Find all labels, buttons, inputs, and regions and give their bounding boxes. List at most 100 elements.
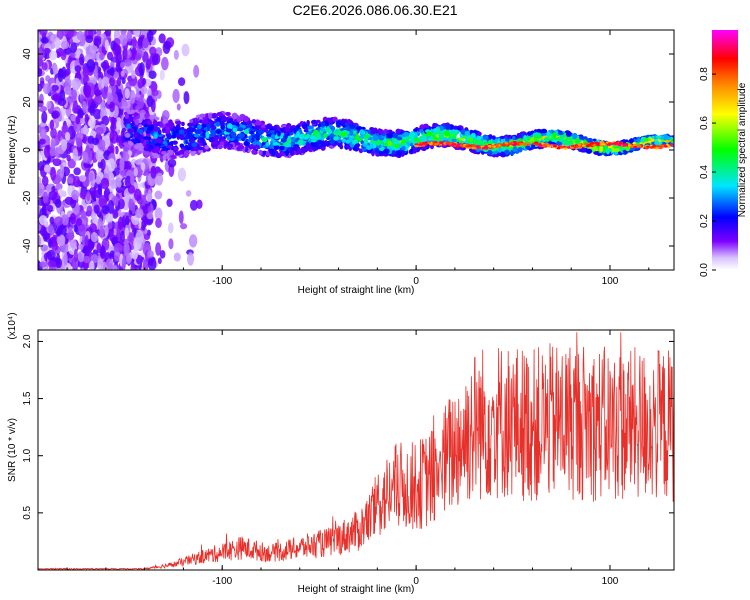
spectrogram-cell — [123, 47, 128, 61]
spectrogram-cell — [126, 30, 133, 42]
spectrogram-cell — [143, 113, 151, 118]
spectrogram-cell — [348, 137, 353, 142]
spectrogram-cell — [198, 119, 204, 124]
spectrogram-cell — [175, 124, 181, 131]
spectrogram-cell — [199, 113, 206, 118]
spectrogram-cell — [54, 146, 60, 159]
spectrogram-cell — [86, 59, 96, 73]
spectrogram-cell — [183, 150, 190, 156]
spectrogram-cell — [82, 151, 89, 163]
spectrogram-cell — [117, 198, 125, 210]
spectrogram-cell — [238, 144, 244, 150]
spectrogram-cell — [173, 252, 181, 262]
spectrogram-cell — [375, 139, 381, 146]
spectrogram-cell — [501, 143, 506, 147]
spectrogram-cell — [123, 242, 130, 257]
spectrogram-x-tick-label: 0 — [413, 276, 419, 287]
spectrogram-cell — [151, 53, 161, 65]
spectrogram-cell — [204, 144, 209, 150]
spectrogram-cell — [77, 259, 85, 268]
spectrogram-cell — [158, 122, 164, 128]
spectrogram-cell — [64, 196, 74, 206]
spectrogram-cell — [472, 147, 477, 150]
spectrogram-cell — [123, 59, 132, 67]
colorbar: 0.0 0.2 0.4 0.6 0.8 Normalized spectral ampl… — [699, 30, 748, 277]
spectrogram-cell — [500, 146, 506, 152]
spectrogram-cell — [46, 249, 56, 261]
spectrogram-cell — [216, 140, 221, 146]
spectrogram-cell — [434, 143, 439, 146]
spectrogram-cell — [492, 135, 496, 140]
spectrogram-cell — [129, 173, 135, 186]
spectrogram-cell — [137, 78, 145, 89]
spectrogram-cell — [329, 138, 335, 145]
spectrogram-cell — [117, 88, 123, 103]
spectrogram-cell — [119, 32, 128, 46]
spectrogram-cell — [41, 175, 49, 187]
spectrogram-cell — [105, 258, 114, 270]
spectrogram-x-tick-label: 100 — [602, 276, 619, 287]
spectrogram-cell — [438, 133, 443, 138]
spectrogram-cell — [131, 248, 138, 260]
spectrogram-cell — [167, 149, 174, 156]
spectrogram-cell — [450, 143, 455, 147]
spectrogram-cell — [655, 135, 662, 139]
spectrogram-cell — [142, 150, 148, 155]
spectrogram-cell — [117, 179, 122, 188]
spectrogram-cell — [60, 89, 66, 102]
spectrogram-cell — [73, 224, 79, 233]
snr-x-axis-title: Height of straight line (km) — [298, 584, 415, 595]
spectrogram-cell — [495, 144, 500, 147]
spectrogram-cell — [189, 119, 194, 124]
spectrogram-cell — [132, 132, 138, 138]
spectrogram-cell — [339, 144, 344, 150]
spectrogram-cell — [123, 120, 131, 125]
spectrogram-cell — [193, 133, 200, 138]
spectrogram-cell — [210, 129, 217, 136]
spectrogram-cell — [124, 114, 130, 119]
spectrogram-cell — [159, 249, 166, 259]
spectrogram-cell — [428, 142, 433, 146]
spectrogram-cell — [178, 129, 185, 135]
spectrogram-cell — [372, 135, 379, 141]
spectrogram-cell — [579, 147, 587, 153]
spectrogram-cell — [70, 42, 78, 54]
spectrogram-cell — [652, 145, 657, 148]
spectrogram-cell — [508, 142, 513, 145]
spectrogram-cell — [123, 145, 129, 152]
spectrogram-cell — [89, 44, 98, 54]
spectrogram-cell — [140, 86, 148, 95]
spectrogram-cell — [219, 120, 225, 127]
spectrogram-cell — [601, 143, 606, 146]
spectrogram-cell — [146, 120, 153, 125]
spectrogram-cell — [432, 128, 439, 132]
snr-y-tick-label: 2.0 — [22, 334, 33, 348]
spectrogram-cell — [141, 219, 146, 231]
spectrogram-cell — [391, 150, 396, 155]
spectrogram-cell — [43, 144, 52, 159]
spectrogram-cell — [75, 115, 81, 125]
spectrogram-cell — [151, 88, 159, 97]
spectrogram-cell — [223, 117, 230, 122]
spectrogram-cell — [164, 129, 171, 135]
spectrogram-cell — [526, 142, 531, 145]
spectrogram-cell — [122, 160, 132, 173]
spectrogram-cell — [555, 141, 562, 146]
spectrogram-cell — [552, 132, 557, 138]
spectrogram-cell — [663, 145, 668, 148]
colorbar-axes: 0.0 0.2 0.4 0.6 0.8 — [699, 67, 716, 277]
spectrogram-cell — [61, 140, 68, 152]
spectrogram-cell — [279, 145, 285, 151]
spectrogram-cell — [512, 146, 518, 153]
spectrogram-cell — [665, 135, 671, 141]
spectrogram-cell — [154, 190, 163, 200]
spectrogram-cell — [315, 133, 321, 139]
spectrogram-cell — [98, 77, 103, 91]
spectrogram-cell — [82, 100, 87, 114]
spectrogram-cell — [59, 164, 65, 179]
spectrogram-cell — [412, 147, 417, 154]
spectrogram-cell — [265, 142, 270, 147]
spectrogram-cell — [146, 30, 154, 43]
spectrogram-cell — [76, 218, 83, 226]
spectrogram-cell — [154, 146, 160, 153]
